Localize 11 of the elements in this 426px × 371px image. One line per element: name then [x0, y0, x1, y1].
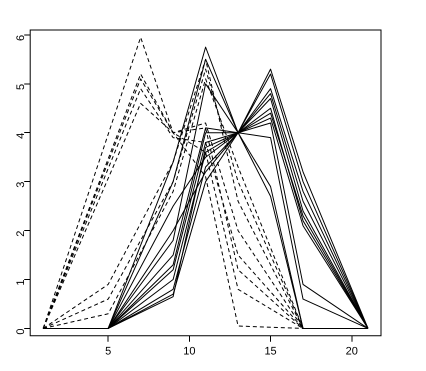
x-tick-label: 20: [346, 345, 358, 358]
y-tick-label: 3: [15, 182, 28, 188]
y-tick-label: 1: [15, 280, 28, 286]
x-tick-label: 15: [264, 345, 277, 358]
y-tick-label: 0: [15, 328, 28, 335]
y-tick-label: 2: [15, 230, 28, 237]
x-tick-label: 10: [183, 345, 196, 358]
y-tick-label: 6: [15, 34, 28, 42]
y-tick-label: 4: [15, 132, 28, 139]
x-tick-label: 5: [105, 345, 112, 358]
y-tick-label: 5: [15, 84, 28, 90]
